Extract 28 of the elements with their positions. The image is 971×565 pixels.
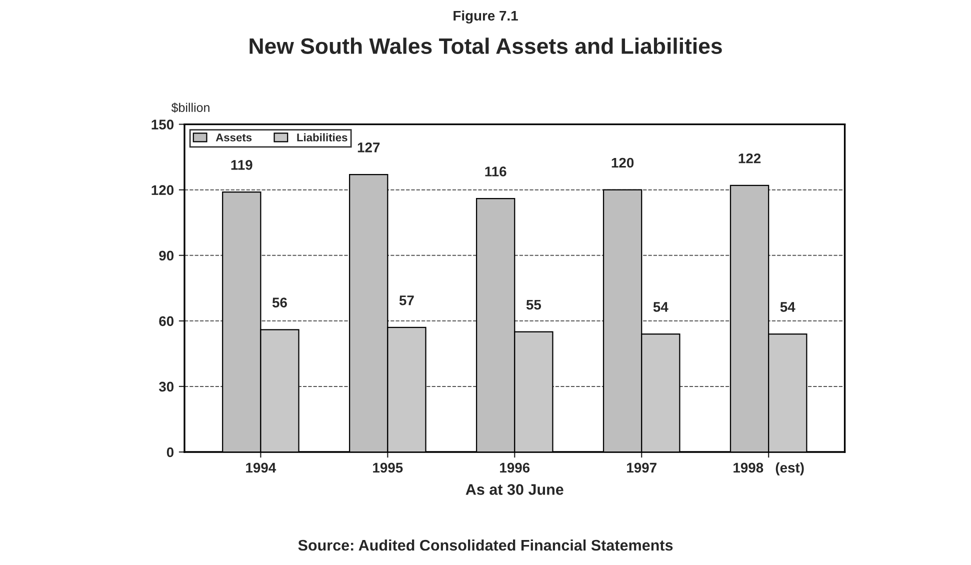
data-label: 55 — [526, 300, 542, 310]
chart-title: New South Wales Total Assets and Liabilities — [250, 38, 722, 54]
y-tick-label: 0 — [166, 447, 174, 458]
data-label: 54 — [780, 302, 796, 312]
chart-subtitle: Figure 7.1 — [454, 10, 518, 24]
data-label: 127 — [358, 142, 380, 152]
data-label: 122 — [738, 153, 761, 164]
source-note: Source: Audited Consolidated Financial Statements — [298, 539, 673, 551]
data-label: 120 — [612, 158, 634, 168]
data-label: 57 — [399, 296, 414, 306]
data-label: 54 — [653, 302, 668, 312]
y-tick-label: 90 — [159, 250, 174, 261]
data-label: 56 — [272, 298, 287, 308]
y-tick-label: 30 — [158, 382, 174, 392]
y-tick-label: 60 — [159, 316, 174, 326]
x-tick-label: 1995 — [373, 462, 403, 473]
x-tick-label: 1997 — [627, 462, 656, 473]
x-tick-label: 1998 (est) — [734, 462, 804, 476]
y-tick-label: 150 — [152, 120, 174, 130]
y-axis-title: $billion — [171, 102, 210, 113]
x-tick-label: 1996 — [500, 462, 530, 473]
data-label: 119 — [231, 160, 252, 170]
legend-label: Liabilities — [297, 133, 348, 142]
y-tick-label: 120 — [152, 185, 174, 196]
data-label: 116 — [485, 166, 506, 176]
x-tick-label: 1994 — [246, 462, 276, 473]
legend-label: Assets — [216, 134, 252, 142]
x-axis-title: As at 30 June — [466, 484, 564, 495]
